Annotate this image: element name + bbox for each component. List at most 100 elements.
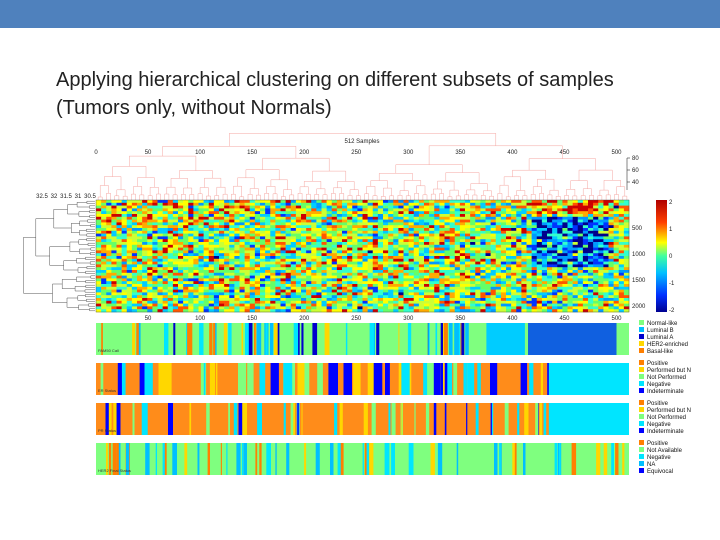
heatmap-cell [495, 222, 502, 226]
heatmap-cell [377, 230, 384, 234]
heatmap-cell [413, 244, 420, 248]
heatmap-cell [459, 250, 466, 254]
heatmap-cell [418, 261, 425, 265]
heatmap-cell [521, 298, 527, 302]
heatmap-cell [403, 244, 409, 248]
heatmap-cell [101, 270, 107, 274]
heatmap-cell [444, 228, 450, 232]
heatmap-cell [208, 309, 215, 313]
heatmap-cell [490, 244, 497, 248]
heatmap-cell [536, 292, 543, 296]
heatmap-cell [203, 303, 210, 307]
heatmap-cell [96, 208, 102, 212]
heatmap-cell [106, 270, 112, 274]
heatmap-cell [367, 228, 374, 232]
heatmap-cell [254, 278, 261, 282]
heatmap-cell [536, 261, 543, 265]
heatmap-cell [593, 275, 599, 279]
heatmap-cell [424, 256, 430, 260]
heatmap-cell [552, 239, 558, 243]
heatmap-cell [557, 250, 563, 254]
heatmap-cell [306, 208, 312, 212]
heatmap-cell [131, 228, 138, 232]
heatmap-cell [516, 270, 522, 274]
heatmap-cell [465, 270, 471, 274]
legend-label: Equivocal [647, 469, 673, 475]
heatmap-cell [295, 292, 302, 296]
heatmap-cell [316, 261, 322, 265]
heatmap-cell [547, 272, 553, 276]
heatmap-cell [213, 239, 220, 243]
heatmap-cell [377, 244, 384, 248]
heatmap-cell [167, 275, 174, 279]
heatmap-cell [603, 295, 609, 299]
heatmap-cell [101, 225, 107, 229]
heatmap-cell [398, 295, 404, 299]
heatmap-cell [490, 211, 497, 215]
heatmap-cell [449, 261, 456, 265]
heatmap-cell [275, 298, 281, 302]
heatmap-cell [403, 278, 409, 282]
heatmap-cell [475, 200, 481, 204]
heatmap-cell [418, 211, 425, 215]
heatmap-cell [459, 306, 466, 310]
heatmap-cell [459, 222, 466, 226]
heatmap-cell [321, 309, 327, 313]
heatmap-cell [598, 250, 604, 254]
heatmap-cell [290, 247, 297, 251]
track-stripe [559, 443, 561, 475]
heatmap-cell [106, 258, 112, 262]
heatmap-cell [603, 267, 609, 271]
heatmap-cell [424, 211, 430, 215]
heatmap-cell [377, 236, 384, 240]
heatmap-cell [219, 222, 225, 226]
heatmap-cell [408, 272, 415, 276]
heatmap-cell [213, 289, 220, 293]
heatmap-cell [290, 202, 297, 206]
heatmap-cell [295, 211, 302, 215]
heatmap-cell [336, 211, 343, 215]
heatmap-cell [311, 222, 317, 226]
heatmap-cell [295, 281, 302, 285]
heatmap-cell [388, 205, 394, 209]
heatmap-cell [121, 214, 128, 218]
heatmap-cell [183, 242, 189, 246]
heatmap-cell [193, 292, 199, 296]
heatmap-cell [229, 242, 235, 246]
heatmap-cell [280, 247, 286, 251]
heatmap-cell [213, 295, 220, 299]
heatmap-cell [388, 211, 394, 215]
heatmap-cell [552, 289, 558, 293]
heatmap-cell [219, 286, 225, 290]
heatmap-cell [198, 222, 204, 226]
height-tick-label: 80 [632, 156, 639, 162]
heatmap-cell [623, 244, 630, 248]
heatmap-cell [331, 250, 338, 254]
heatmap-cell [121, 247, 128, 251]
heatmap-cell [398, 281, 404, 285]
heatmap-cell [608, 250, 614, 254]
heatmap-cell [249, 202, 256, 206]
heatmap-cell [567, 309, 573, 313]
track-stripe [456, 443, 459, 475]
heatmap-cell [342, 242, 348, 246]
heatmap-cell [593, 295, 599, 299]
heatmap-cell [516, 272, 522, 276]
heatmap-cell [219, 205, 225, 209]
heatmap-cell [306, 309, 312, 313]
heatmap-cell [623, 253, 630, 257]
heatmap-cell [393, 284, 399, 288]
heatmap-cell [157, 205, 163, 209]
heatmap-cell [219, 295, 225, 299]
heatmap-cell [531, 244, 538, 248]
heatmap-cell [275, 244, 281, 248]
heatmap-cell [598, 222, 604, 226]
track-stripe [215, 363, 218, 395]
heatmap-cell [377, 306, 384, 310]
heatmap-cell [249, 270, 256, 274]
heatmap-cell [547, 306, 553, 310]
heatmap-cell [557, 300, 563, 304]
heatmap-cell [126, 261, 133, 265]
heatmap-cell [475, 253, 481, 257]
heatmap-cell [521, 216, 527, 220]
